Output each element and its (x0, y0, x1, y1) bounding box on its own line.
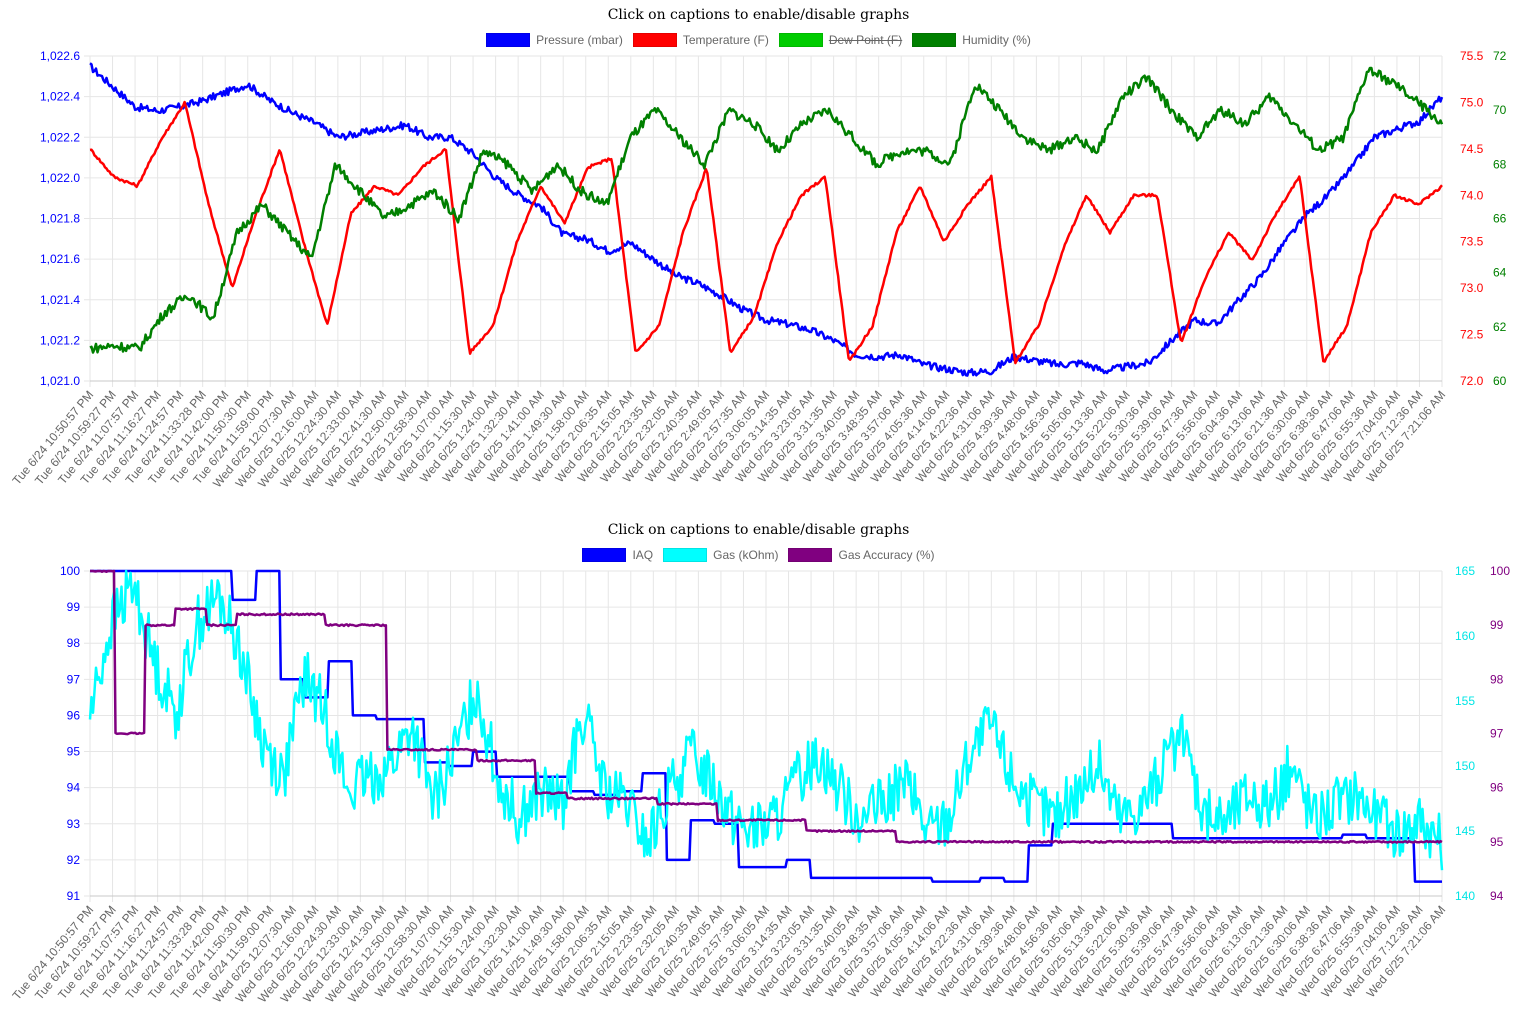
y-tick-label: 165 (1455, 564, 1475, 578)
legend-swatch (778, 33, 823, 47)
chart-title-bottom: Click on captions to enable/disable grap… (607, 522, 910, 538)
legend-swatch (632, 33, 677, 47)
y-tick-label: 145 (1455, 824, 1475, 838)
y-axis-iaq: 91 92 93 94 95 96 97 98 99 100 (60, 564, 80, 903)
air-quality-line-chart: 91 92 93 94 95 96 97 98 99 100 140 145 150 155 160 165 9… (10, 564, 1511, 1005)
y-tick-label: 92 (67, 853, 81, 867)
y-tick-label: 94 (1490, 889, 1504, 903)
legend-item-dew-point-f[interactable]: Dew Point (F) (778, 33, 903, 47)
grid-lines (84, 570, 1443, 902)
y-tick-label: 1,021.8 (40, 212, 80, 226)
weather-chart-panel: Click on captions to enable/disable grap… (0, 0, 1517, 505)
y-tick-label: 98 (1490, 672, 1504, 686)
y-tick-label: 72 (1493, 49, 1507, 63)
legend-label: Gas Accuracy (%) (838, 548, 935, 562)
y-tick-label: 74.0 (1460, 188, 1484, 202)
y-axis-accuracy: 94 95 96 97 98 99 100 (1490, 564, 1510, 903)
legend-item-gas-kohm[interactable]: Gas (kOhm) (663, 548, 778, 562)
series-line-gas-kohm (88, 569, 1444, 871)
legend-label: Pressure (mbar) (536, 33, 623, 47)
y-tick-label: 73.5 (1460, 235, 1484, 249)
y-tick-label: 64 (1493, 266, 1507, 280)
legend-item-humidity[interactable]: Humidity (%) (912, 33, 1031, 47)
y-tick-label: 160 (1455, 629, 1475, 643)
y-tick-label: 97 (1490, 727, 1504, 741)
y-tick-label: 95 (1490, 835, 1504, 849)
y-tick-label: 1,022.2 (40, 130, 80, 144)
y-tick-label: 75.0 (1460, 95, 1484, 109)
y-tick-label: 1,022.6 (40, 49, 80, 63)
y-tick-label: 1,021.0 (40, 374, 80, 388)
y-tick-label: 1,021.2 (40, 333, 80, 347)
legend-label: Gas (kOhm) (713, 548, 779, 562)
y-tick-label: 60 (1493, 374, 1507, 388)
legend-item-gas-accuracy[interactable]: Gas Accuracy (%) (788, 548, 935, 562)
air-quality-chart-panel: Click on captions to enable/disable grap… (0, 515, 1517, 1011)
y-axis-pressure: 1,021.0 1,021.2 1,021.4 1,021.6 1,021.8 1,022… (40, 49, 80, 388)
y-tick-label: 66 (1493, 212, 1507, 226)
grid-lines (84, 55, 1443, 387)
series-line-temperature-f (89, 100, 1443, 365)
y-tick-label: 96 (1490, 781, 1504, 795)
legend-swatch (663, 548, 708, 562)
y-tick-label: 75.5 (1460, 49, 1484, 63)
y-tick-label: 97 (67, 672, 81, 686)
weather-line-chart: 1,021.0 1,021.2 1,021.4 1,021.6 1,021.8 1,022… (10, 49, 1507, 490)
legend-top: Pressure (mbar) Temperature (F) Dew Point … (0, 33, 1517, 47)
series-line-humidity (89, 66, 1444, 354)
legend-swatch (788, 548, 833, 562)
y-tick-label: 1,022.4 (40, 90, 80, 104)
y-tick-label: 98 (67, 636, 81, 650)
y-tick-label: 140 (1455, 889, 1475, 903)
legend-swatch (582, 548, 627, 562)
y-tick-label: 99 (67, 600, 81, 614)
y-tick-label: 68 (1493, 157, 1507, 171)
y-tick-label: 155 (1455, 694, 1475, 708)
series-line-gas-accuracy (90, 569, 1443, 844)
y-tick-label: 1,021.6 (40, 252, 80, 266)
y-tick-label: 1,021.4 (40, 293, 80, 307)
legend-swatch (486, 33, 531, 47)
legend-item-temperature-f[interactable]: Temperature (F) (632, 33, 769, 47)
y-tick-label: 94 (67, 781, 81, 795)
legend-item-pressure-mbar[interactable]: Pressure (mbar) (486, 33, 623, 47)
y-tick-label: 100 (60, 564, 80, 578)
series-line-pressure-mbar (89, 62, 1444, 377)
y-axis-humidity: 60 62 64 66 68 70 72 (1493, 49, 1507, 388)
y-tick-label: 96 (67, 708, 81, 722)
legend-item-iaq[interactable]: IAQ (582, 548, 653, 562)
legend-bottom: IAQ Gas (kOhm) Gas Accuracy (%) (0, 548, 1517, 562)
legend-label: Humidity (%) (962, 33, 1031, 47)
y-axis-gas: 140 145 150 155 160 165 (1455, 564, 1475, 903)
legend-label: Temperature (F) (682, 33, 769, 47)
y-tick-label: 93 (67, 817, 81, 831)
y-tick-label: 62 (1493, 320, 1507, 334)
legend-label: Dew Point (F) (828, 33, 903, 47)
legend-swatch (912, 33, 957, 47)
y-tick-label: 1,022.0 (40, 171, 80, 185)
y-tick-label: 73.0 (1460, 281, 1484, 295)
y-tick-label: 72.5 (1460, 328, 1484, 342)
chart-title-top: Click on captions to enable/disable grap… (607, 7, 910, 23)
y-tick-label: 150 (1455, 759, 1475, 773)
y-tick-label: 74.5 (1460, 142, 1484, 156)
y-tick-label: 72.0 (1460, 374, 1484, 388)
y-tick-label: 91 (67, 889, 81, 903)
y-tick-label: 95 (67, 745, 81, 759)
y-tick-label: 70 (1493, 103, 1507, 117)
legend-label: IAQ (632, 548, 654, 562)
y-axis-temperature: 72.0 72.5 73.0 73.5 74.0 74.5 75.0 75.5 (1460, 49, 1484, 388)
y-tick-label: 99 (1490, 618, 1504, 632)
y-tick-label: 100 (1490, 564, 1510, 578)
